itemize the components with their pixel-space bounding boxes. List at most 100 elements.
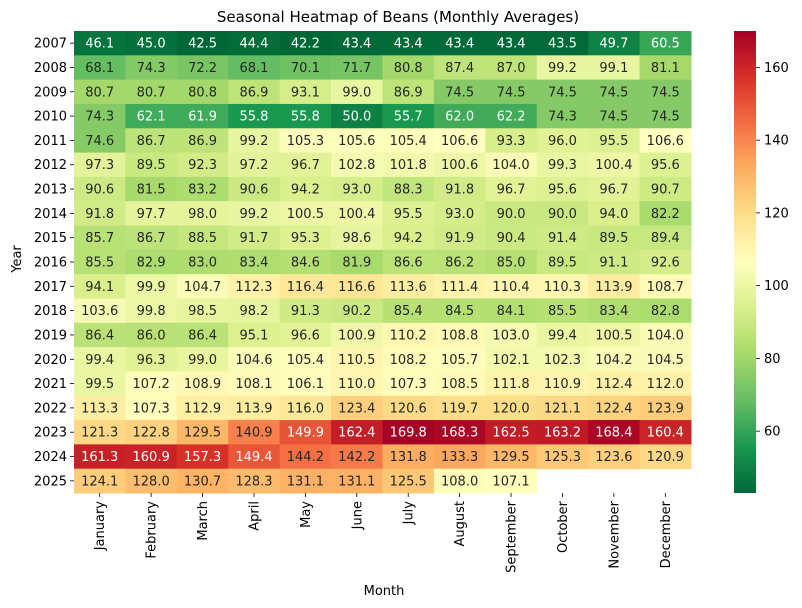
heatmap-cells: 46.1 45.0 42.5 44.4 42.2 43.4 43.4 43.4 43.4 43.5… — [74, 31, 692, 494]
cell-value-label: 108.8 — [441, 328, 478, 343]
heatmap-cell — [74, 468, 126, 494]
heatmap-cell — [588, 225, 641, 251]
heatmap-cell — [433, 347, 486, 372]
cell-value-label: 93.1 — [291, 85, 320, 100]
heatmap-cell — [382, 444, 435, 470]
heatmap-cell — [228, 420, 281, 445]
cell-value-label: 86.9 — [239, 85, 268, 100]
heatmap-cell — [433, 274, 486, 299]
heatmap-cell — [485, 420, 538, 445]
cell-value-label: 93.3 — [497, 134, 526, 149]
heatmap-cell — [74, 249, 126, 275]
heatmap-cell — [433, 225, 486, 251]
cell-value-label: 89.4 — [651, 231, 680, 246]
y-tick-label: 2017 — [34, 280, 67, 295]
heatmap-cell — [639, 347, 692, 372]
cell-value-label: 99.1 — [599, 61, 628, 76]
cell-value-label: 110.2 — [390, 328, 427, 343]
heatmap-cell — [588, 420, 641, 445]
colorbar-tick-label: 80 — [764, 352, 781, 367]
heatmap-cell — [125, 176, 178, 202]
cell-value-label: 85.7 — [85, 231, 114, 246]
heatmap-cell — [588, 103, 641, 129]
cell-value-label: 91.7 — [239, 231, 268, 246]
y-tick-label: 2009 — [34, 85, 67, 100]
heatmap-cell — [125, 103, 178, 129]
cell-value-label: 113.9 — [595, 280, 632, 295]
cell-value-label: 83.4 — [239, 256, 268, 271]
cell-value-label: 99.0 — [342, 85, 371, 100]
cell-value-label: 94.0 — [599, 207, 628, 222]
heatmap-cell — [125, 31, 178, 56]
heatmap-cell — [228, 371, 281, 397]
cell-value-label: 83.4 — [599, 304, 628, 319]
cell-value-label: 94.1 — [85, 280, 114, 295]
heatmap-cell — [639, 152, 692, 178]
heatmap-cell — [485, 298, 538, 324]
heatmap-cell — [176, 55, 229, 81]
heatmap-cell — [588, 128, 641, 154]
heatmap-cell — [279, 420, 332, 445]
colorbar-tick-label: 140 — [764, 134, 789, 149]
cell-value-label: 112.0 — [647, 377, 684, 392]
x-tick-label: November — [607, 500, 622, 568]
heatmap-cell — [639, 395, 692, 421]
cell-value-label: 107.3 — [133, 401, 170, 416]
heatmap-cell — [536, 347, 589, 372]
x-tick-label: June — [350, 501, 365, 530]
heatmap-cell — [331, 420, 383, 445]
cell-value-label: 122.8 — [133, 426, 170, 441]
cell-value-label: 89.5 — [599, 231, 628, 246]
heatmap-cell — [485, 103, 538, 129]
cell-value-label: 90.6 — [239, 183, 268, 198]
cell-value-label: 99.0 — [188, 353, 217, 368]
heatmap-cell — [125, 322, 178, 348]
heatmap-cell — [639, 249, 692, 275]
x-axis-ticks: January February March April May June July Augu… — [93, 493, 674, 573]
cell-value-label: 71.7 — [342, 61, 371, 76]
cell-value-label: 100.4 — [338, 207, 375, 222]
heatmap-cell — [228, 468, 281, 494]
heatmap-cell — [382, 225, 435, 251]
heatmap-cell — [125, 79, 178, 105]
cell-value-label: 90.0 — [548, 207, 577, 222]
heatmap-cell — [382, 103, 435, 129]
heatmap-cell — [433, 371, 486, 397]
cell-value-label: 97.7 — [137, 207, 166, 222]
y-tick-label: 2023 — [34, 426, 67, 441]
heatmap-cell — [125, 274, 178, 299]
heatmap-cell — [433, 395, 486, 421]
heatmap-cell — [74, 225, 126, 251]
heatmap-cell — [279, 322, 332, 348]
heatmap-cell — [176, 274, 229, 299]
cell-value-label: 61.9 — [188, 110, 217, 125]
heatmap-cell — [639, 371, 692, 397]
cell-value-label: 96.7 — [599, 183, 628, 198]
heatmap-cell — [485, 468, 538, 494]
heatmap-cell — [588, 322, 641, 348]
cell-value-label: 95.5 — [394, 207, 423, 222]
cell-value-label: 83.0 — [188, 256, 217, 271]
heatmap-cell — [176, 152, 229, 178]
cell-value-label: 45.0 — [137, 37, 166, 52]
x-tick-label: May — [299, 501, 314, 528]
heatmap-cell — [588, 298, 641, 324]
cell-value-label: 87.0 — [497, 61, 526, 76]
heatmap-cell — [74, 298, 126, 324]
heatmap-cell — [536, 176, 589, 202]
cell-value-label: 102.8 — [338, 158, 375, 173]
heatmap-cell — [639, 420, 692, 445]
heatmap-cell — [74, 371, 126, 397]
cell-value-label: 131.1 — [338, 474, 375, 489]
cell-value-label: 100.5 — [287, 207, 324, 222]
cell-value-label: 74.5 — [651, 110, 680, 125]
heatmap-cell — [485, 395, 538, 421]
cell-value-label: 120.9 — [647, 450, 684, 465]
cell-value-label: 72.2 — [188, 61, 217, 76]
heatmap-cell — [228, 128, 281, 154]
cell-value-label: 104.5 — [647, 353, 684, 368]
heatmap-cell — [228, 347, 281, 372]
heatmap-cell — [125, 298, 178, 324]
cell-value-label: 70.1 — [291, 61, 320, 76]
y-tick-label: 2015 — [34, 231, 67, 246]
